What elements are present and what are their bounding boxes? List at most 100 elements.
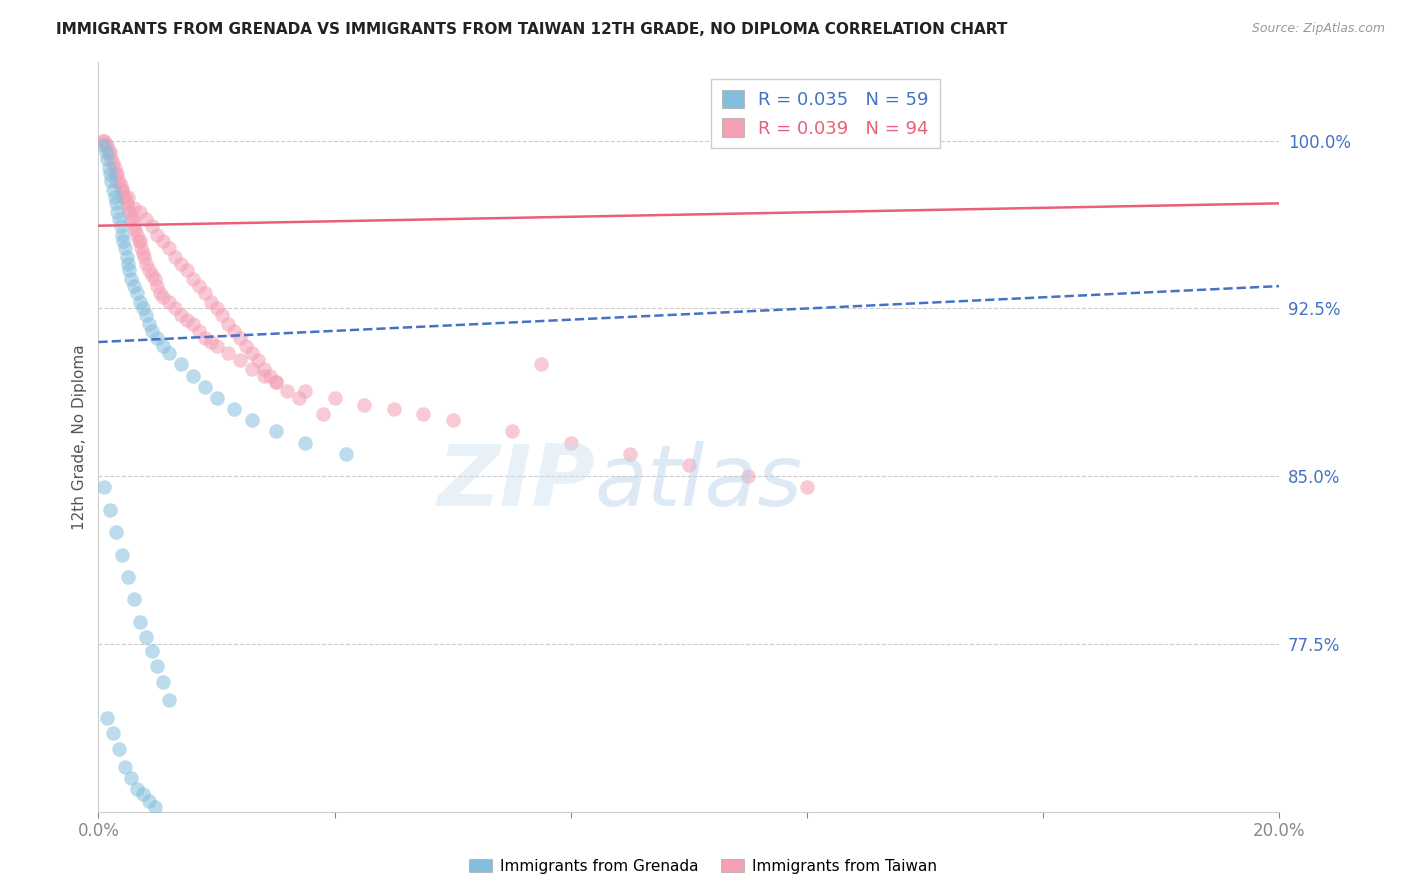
Point [157,241,180,255]
Point [125,782,148,797]
Point [176,312,198,326]
Point [264,376,287,390]
Point [135,212,157,227]
Point [100,174,122,188]
Point [678,458,700,472]
Point [323,391,346,405]
Point [170,257,193,271]
Point [141,219,163,233]
Point [135,308,157,322]
Point [253,368,276,383]
Point [194,285,217,300]
Point [235,339,257,353]
Text: IMMIGRANTS FROM GRENADA VS IMMIGRANTS FROM TAIWAN 12TH GRADE, NO DIPLOMA CORRELA: IMMIGRANTS FROM GRENADA VS IMMIGRANTS FR… [56,22,1008,37]
Point [132,787,155,801]
Point [264,425,287,439]
Text: ZIP: ZIP [437,441,595,524]
Point [122,279,145,293]
Point [121,212,143,227]
Point [170,308,193,322]
Point [124,223,146,237]
Point [135,630,157,644]
Point [143,800,166,814]
Legend: Immigrants from Grenada, Immigrants from Taiwan: Immigrants from Grenada, Immigrants from… [463,853,943,880]
Point [205,391,228,405]
Point [240,346,263,360]
Point [104,161,127,175]
Point [96,711,118,725]
Point [441,413,464,427]
Point [138,317,160,331]
Point [94,138,117,153]
Point [560,435,582,450]
Point [157,294,180,309]
Point [138,793,160,807]
Point [264,376,287,390]
Point [112,189,135,203]
Point [187,324,209,338]
Point [122,592,145,607]
Point [165,250,187,264]
Point [259,368,281,383]
Point [96,138,118,153]
Point [118,205,141,219]
Point [111,227,134,242]
Point [288,391,311,405]
Point [93,134,115,148]
Point [104,189,127,203]
Point [128,205,150,219]
Point [157,693,180,707]
Point [96,152,118,166]
Point [117,201,139,215]
Point [132,245,155,260]
Point [412,407,434,421]
Point [98,145,121,159]
Point [170,358,193,372]
Point [382,402,405,417]
Point [105,196,128,211]
Point [229,352,252,367]
Legend: R = 0.035   N = 59, R = 0.039   N = 94: R = 0.035 N = 59, R = 0.039 N = 94 [711,79,939,148]
Point [103,183,125,197]
Point [129,241,152,255]
Point [141,643,163,657]
Point [224,324,246,338]
Point [93,480,115,494]
Point [118,263,141,277]
Point [796,480,818,494]
Point [94,145,117,159]
Point [128,615,150,629]
Point [98,145,121,159]
Point [205,301,228,316]
Point [114,189,136,203]
Text: Source: ZipAtlas.com: Source: ZipAtlas.com [1251,22,1385,36]
Point [737,469,759,483]
Point [146,330,169,344]
Point [115,196,138,211]
Point [128,235,150,249]
Point [134,250,156,264]
Point [122,201,145,215]
Point [211,308,233,322]
Point [229,330,252,344]
Point [125,227,148,242]
Point [187,279,209,293]
Point [128,294,150,309]
Point [205,339,228,353]
Point [157,346,180,360]
Point [146,659,169,673]
Point [122,219,145,233]
Point [240,413,263,427]
Point [108,212,131,227]
Y-axis label: 12th Grade, No Diploma: 12th Grade, No Diploma [72,344,87,530]
Point [110,178,132,193]
Point [135,257,157,271]
Point [120,771,142,785]
Point [105,174,128,188]
Point [117,189,139,203]
Point [152,235,174,249]
Point [91,138,114,153]
Point [110,219,132,233]
Point [98,161,121,175]
Point [353,398,375,412]
